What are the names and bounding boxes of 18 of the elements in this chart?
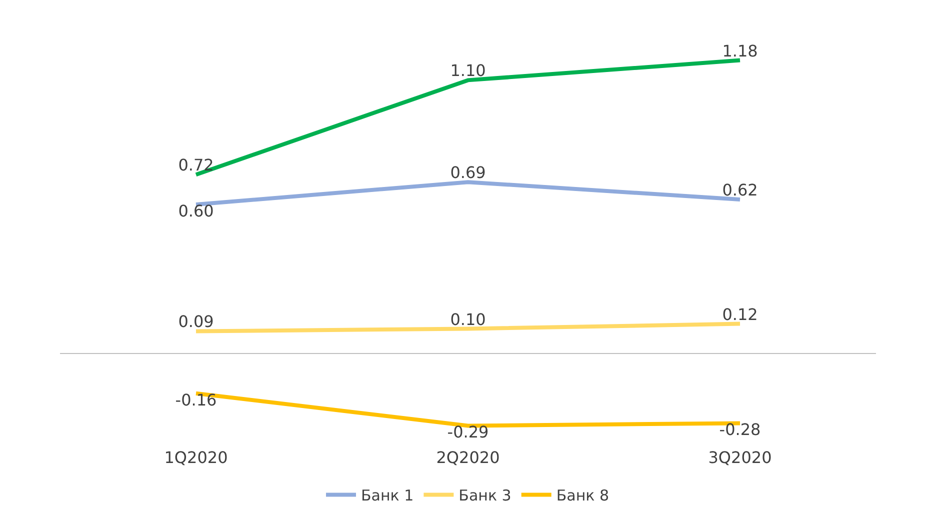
x-tick-label: 3Q2020 (708, 448, 772, 467)
data-label: 0.72 (178, 156, 214, 175)
data-label: 0.60 (178, 201, 214, 220)
data-label: 1.18 (722, 41, 758, 60)
legend-label: Банк 8 (556, 486, 610, 505)
x-tick-label: 1Q2020 (164, 448, 228, 467)
x-tick-label: 2Q2020 (436, 448, 500, 467)
legend-label: Банк 3 (458, 486, 512, 505)
data-label: 1.10 (450, 61, 486, 80)
data-label: -0.16 (175, 390, 217, 410)
legend-label: Банк 1 (361, 486, 414, 505)
data-label: 0.09 (178, 312, 214, 332)
data-label: -0.29 (447, 422, 489, 442)
data-label: 0.12 (722, 304, 758, 324)
data-label: 0.62 (722, 180, 758, 200)
data-label: -0.28 (719, 420, 761, 440)
data-label: 0.10 (450, 310, 486, 329)
data-label: 0.69 (450, 163, 486, 182)
